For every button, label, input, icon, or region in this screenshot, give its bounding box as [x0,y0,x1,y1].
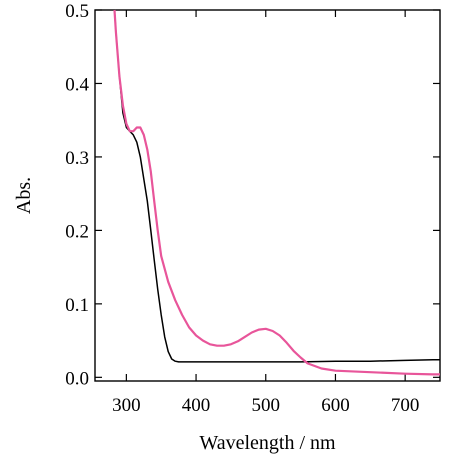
series-group [113,9,440,376]
x-tick-label: 700 [391,395,420,416]
y-tick-label: 0.1 [65,295,89,316]
x-tick-label: 500 [252,395,281,416]
y-tick-label: 0.3 [65,148,89,169]
y-tick-label: 0.0 [65,368,89,389]
plot-frame [94,9,441,382]
axis-ticks: 300 400 500 600 700 0.0 0.1 0.2 0.3 0.4 0.5 [65,1,440,416]
y-tick-label: 0.2 [65,221,89,242]
series-line-2 [113,9,440,376]
y-tick-label: 0.4 [65,74,89,95]
x-tick-label: 600 [321,395,350,416]
x-axis-label: Wavelength / nm [199,432,336,454]
y-axis-label: Abs. [13,177,35,214]
x-tick-label: 300 [112,395,141,416]
y-tick-label: 0.5 [65,1,89,22]
x-tick-label: 400 [182,395,211,416]
series-line-1 [113,9,440,363]
